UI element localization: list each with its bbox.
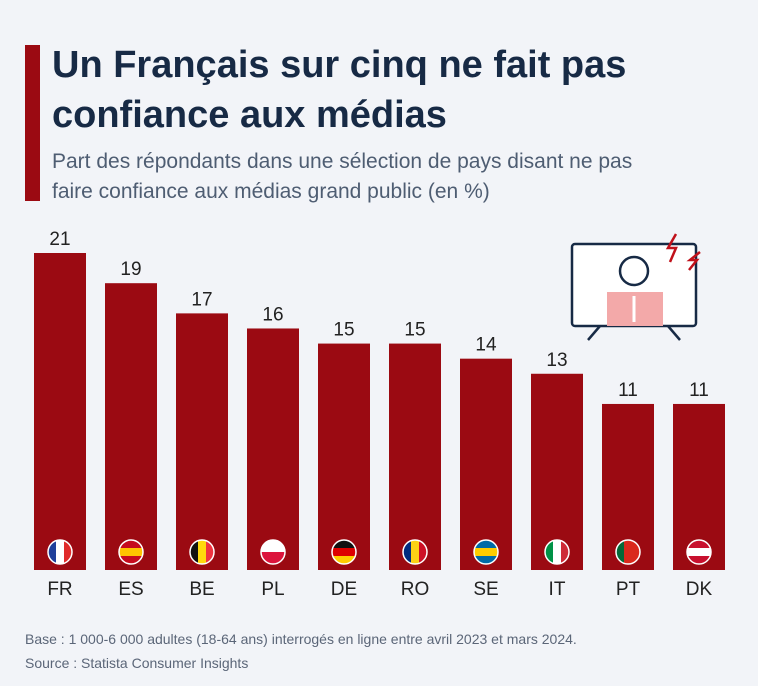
title-accent <box>25 45 40 201</box>
flag-stripe <box>474 556 498 564</box>
flag-stripe <box>687 548 711 557</box>
flag-stripe <box>561 540 569 564</box>
flag-border <box>47 539 73 565</box>
data-label: 15 <box>333 320 354 341</box>
data-label: 11 <box>618 380 638 401</box>
flag-stripe <box>419 540 427 564</box>
flag-stripe <box>119 556 143 564</box>
data-label: 17 <box>191 289 212 310</box>
flag-stripe <box>119 540 143 549</box>
x-tick-label: DK <box>686 579 713 600</box>
x-tick-label: IT <box>549 579 566 600</box>
flag-border <box>686 539 712 565</box>
x-tick-label: PL <box>261 579 284 600</box>
x-tick-label: ES <box>118 579 143 600</box>
x-tick-label: SE <box>473 579 498 600</box>
flag-border <box>260 539 286 565</box>
data-label: 13 <box>546 350 567 371</box>
flag-stripe <box>474 540 498 549</box>
flag-border <box>473 539 499 565</box>
x-tick-label: PT <box>616 579 641 600</box>
tv-icon <box>570 233 701 341</box>
bar <box>34 253 86 570</box>
flag-border <box>615 539 641 565</box>
bar <box>531 373 583 570</box>
chart: 21 FR 19 ES 17 BE 16 PL 15 DE 15 RO 14 SE 13 IT 11 PT 11 DK <box>34 229 725 600</box>
bar <box>247 328 299 570</box>
footnote: Base : 1 000-6 000 adultes (18-64 ans) i… <box>25 631 577 647</box>
data-label: 15 <box>404 320 425 341</box>
data-label: 16 <box>262 304 283 325</box>
flag-stripe <box>553 540 562 564</box>
flag-border <box>118 539 144 565</box>
x-tick-label: DE <box>331 579 357 600</box>
data-label: 14 <box>475 335 497 356</box>
flag-border <box>331 539 357 565</box>
flag-stripe <box>56 540 65 564</box>
chart-title: Un Français sur cinq ne fait pas confian… <box>52 44 627 136</box>
flag-stripe <box>403 540 412 564</box>
flag-stripe <box>616 540 625 564</box>
flag-stripe <box>624 540 633 564</box>
flag-stripe <box>687 556 711 564</box>
flag-stripe <box>632 540 640 564</box>
flag-stripe <box>332 556 356 564</box>
x-tick-label: RO <box>401 579 430 600</box>
flag-stripe <box>64 540 72 564</box>
bar <box>105 283 157 570</box>
flag-stripe <box>545 540 554 564</box>
flag-stripe <box>261 540 285 553</box>
source: Source : Statista Consumer Insights <box>25 655 249 671</box>
flag-border <box>544 539 570 565</box>
bar <box>318 343 370 570</box>
flag-stripe <box>332 540 356 549</box>
flag-stripe <box>206 540 214 564</box>
bar <box>389 343 441 570</box>
flag-border <box>189 539 215 565</box>
flag-stripe <box>261 552 285 564</box>
flag-stripe <box>332 548 356 557</box>
data-label: 19 <box>120 259 141 280</box>
x-tick-label: FR <box>47 579 72 600</box>
flag-stripe <box>119 548 143 557</box>
data-label: 11 <box>689 380 709 401</box>
data-label: 21 <box>49 229 70 250</box>
flag-stripe <box>411 540 420 564</box>
bar <box>176 313 228 570</box>
flag-stripe <box>198 540 207 564</box>
flag-stripe <box>48 540 57 564</box>
flag-stripe <box>190 540 199 564</box>
flag-stripe <box>687 540 711 549</box>
x-tick-label: BE <box>189 579 214 600</box>
flag-stripe <box>474 548 498 557</box>
flag-border <box>402 539 428 565</box>
bar <box>460 358 512 570</box>
chart-subtitle: Part des répondants dans une sélection d… <box>52 150 633 203</box>
